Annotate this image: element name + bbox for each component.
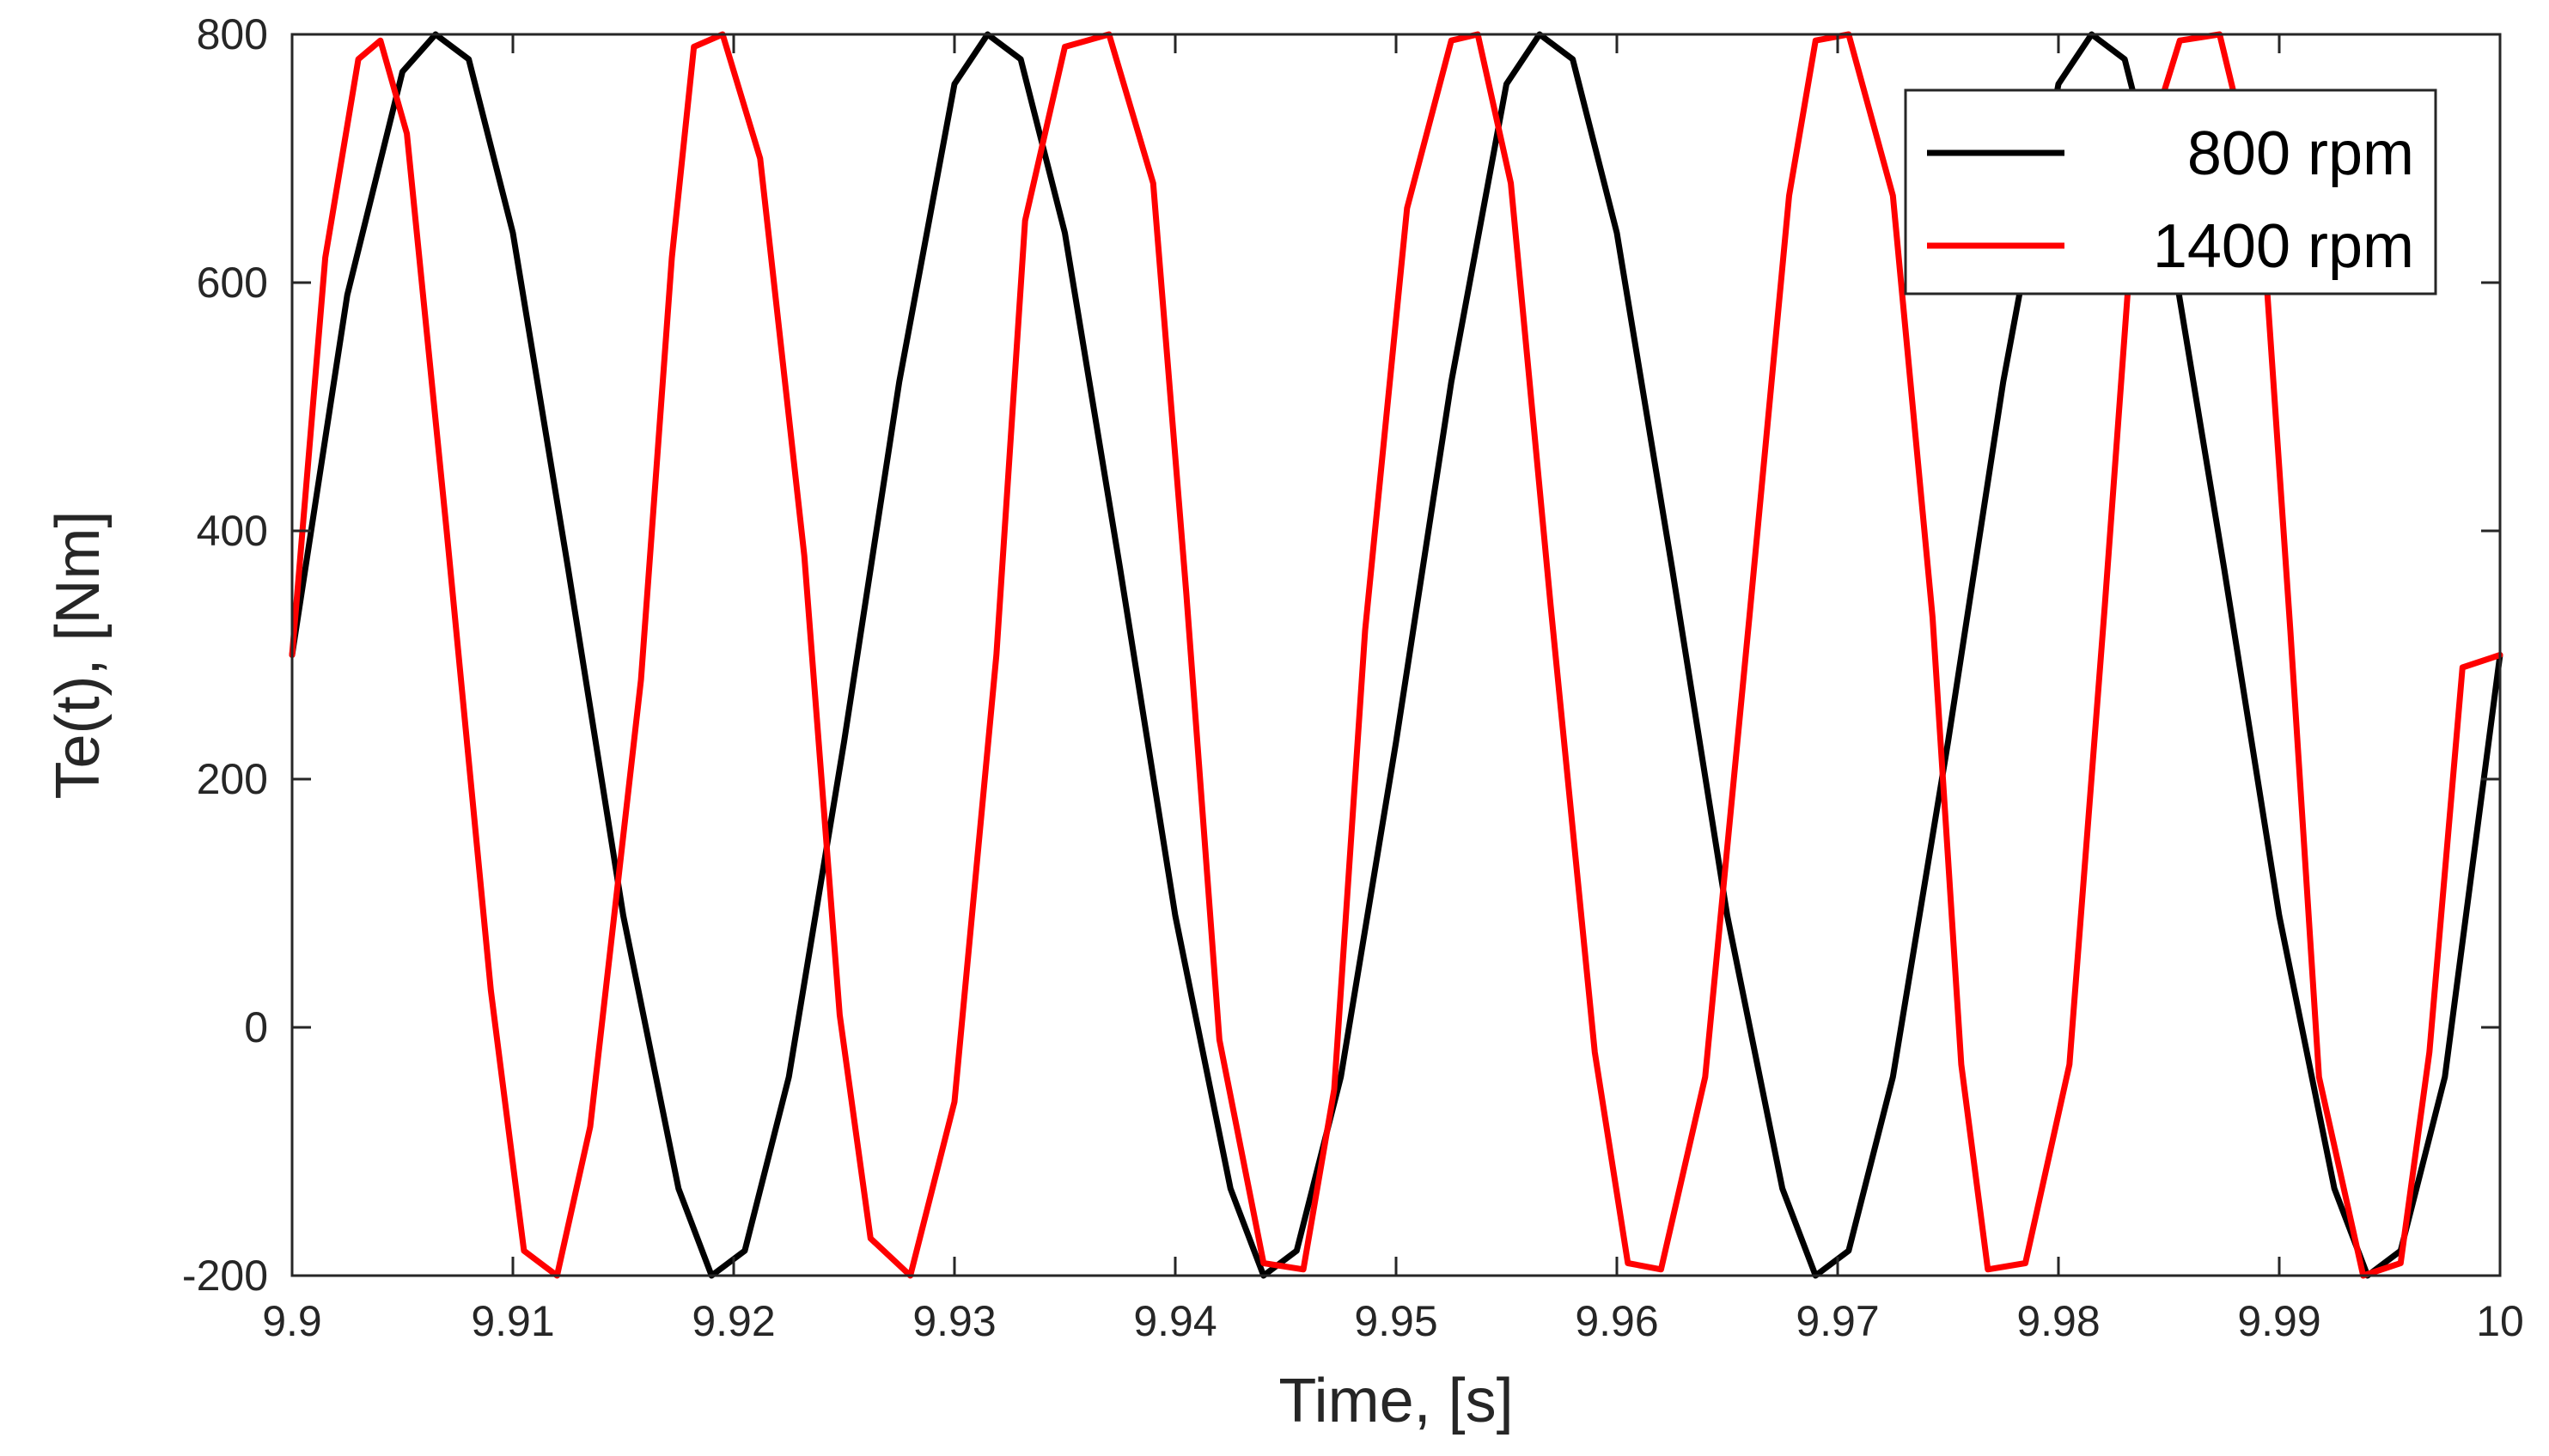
x-axis: 9.9 9.91 9.92 9.93 9.94 9.95 9.96 9.97 9.98 9.99 1…	[262, 34, 2524, 1345]
legend: 800 rpm 1400 rpm	[1904, 88, 2437, 295]
legend-box	[1904, 88, 2437, 295]
x-tick-label: 9.96	[1575, 1297, 1658, 1345]
y-tick-label: 400	[197, 507, 268, 555]
x-tick-label: 9.9	[262, 1297, 322, 1345]
x-tick-label: 9.98	[2016, 1297, 2100, 1345]
y-tick-label: -200	[182, 1252, 268, 1300]
y-axis-title: Te(t), [Nm]	[44, 511, 113, 800]
x-axis-title: Time, [s]	[1278, 1367, 1513, 1435]
y-tick-label: 0	[244, 1003, 268, 1051]
x-tick-label: 9.95	[1354, 1297, 1437, 1345]
x-tick-label: 9.97	[1796, 1297, 1879, 1345]
y-tick-label: 600	[197, 259, 268, 307]
y-tick-label: 800	[197, 10, 268, 58]
x-tick-label: 9.93	[912, 1297, 996, 1345]
x-tick-label: 10	[2476, 1297, 2524, 1345]
legend-label-1: 1400 rpm	[2153, 212, 2414, 281]
legend-label-0: 800 rpm	[2187, 119, 2414, 188]
series-line-0	[289, 31, 2503, 1279]
x-tick-label: 9.99	[2237, 1297, 2320, 1345]
x-tick-label: 9.92	[692, 1297, 775, 1345]
x-tick-label: 9.91	[471, 1297, 554, 1345]
y-tick-label: 200	[197, 755, 268, 803]
y-axis: -200 0 200 400 600 800	[182, 10, 2500, 1300]
x-tick-label: 9.94	[1133, 1297, 1217, 1345]
